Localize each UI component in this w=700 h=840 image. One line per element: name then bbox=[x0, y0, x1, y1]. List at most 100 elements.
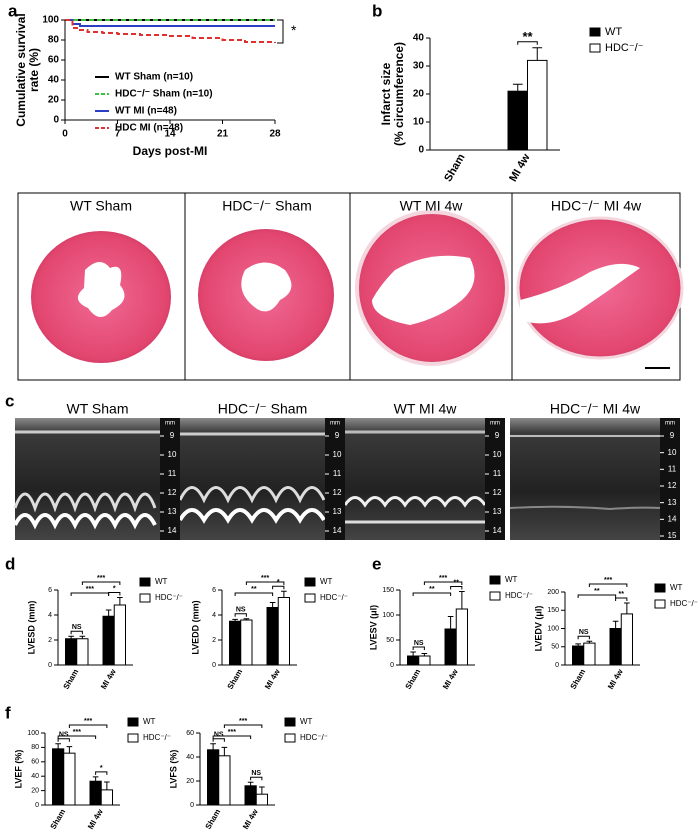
error-bar bbox=[575, 643, 581, 647]
x-tick-label: MI 4w bbox=[606, 667, 625, 691]
error-bar bbox=[532, 47, 543, 61]
significance-bracket bbox=[517, 41, 538, 45]
significance-label: ** bbox=[429, 586, 435, 593]
y-tick-label: 40 bbox=[186, 754, 194, 761]
significance-bracket bbox=[95, 771, 108, 775]
echo-scale-label: 13 bbox=[668, 498, 677, 507]
echo-scale-label: 11 bbox=[493, 469, 502, 478]
echo-scale-label: 11 bbox=[168, 469, 177, 478]
echo-scale-label: 12 bbox=[668, 481, 677, 490]
echo-scale-label: 9 bbox=[170, 431, 175, 440]
survival-line bbox=[65, 19, 276, 43]
histology-title: HDC⁻/⁻ Sham bbox=[222, 198, 311, 214]
legend-swatch bbox=[304, 593, 316, 603]
legend-swatch bbox=[139, 593, 151, 603]
echo-title: WT MI 4w bbox=[394, 401, 458, 417]
significance-label: NS bbox=[251, 770, 261, 777]
significance-label: ** bbox=[594, 588, 600, 595]
legend-swatch bbox=[489, 591, 501, 601]
y-tick-label: 0 bbox=[418, 145, 424, 156]
x-tick-label: Sham bbox=[442, 152, 467, 184]
y-tick-label: 100 bbox=[382, 612, 394, 619]
bar bbox=[407, 655, 420, 666]
bar bbox=[218, 755, 231, 806]
error-bar bbox=[55, 743, 61, 749]
significance-label: *** bbox=[239, 718, 247, 725]
echo-scale-label: 12 bbox=[168, 488, 177, 497]
y-axis-label: Infarct size bbox=[379, 62, 393, 125]
y-axis-label: LVEDV (μl) bbox=[533, 606, 543, 652]
y-tick-label: 80 bbox=[31, 744, 39, 751]
legend-label: WT bbox=[670, 583, 683, 592]
significance-label: NS bbox=[59, 732, 69, 739]
echo-scale-label: 10 bbox=[668, 448, 677, 457]
bar bbox=[113, 604, 126, 666]
legend-swatch bbox=[589, 43, 601, 53]
echo-scale-unit: mm bbox=[165, 421, 175, 427]
y-tick-label: 4 bbox=[48, 612, 52, 619]
significance-bracket bbox=[277, 19, 284, 44]
y-tick-label: 20 bbox=[48, 95, 60, 106]
legend-label: WT bbox=[300, 717, 313, 726]
y-tick-label: 50 bbox=[386, 637, 394, 644]
legend-swatch bbox=[139, 577, 151, 587]
significance-bracket bbox=[70, 630, 83, 635]
error-bar bbox=[259, 786, 265, 795]
echo-scale-label: 13 bbox=[333, 507, 342, 516]
significance-label: *** bbox=[97, 575, 105, 582]
legend-swatch bbox=[654, 599, 666, 609]
error-bar bbox=[512, 83, 523, 92]
error-bar bbox=[210, 743, 216, 750]
error-bar bbox=[104, 781, 110, 790]
significance-bracket bbox=[450, 586, 463, 590]
echo-scale-label: 14 bbox=[168, 526, 177, 535]
significance-bracket bbox=[108, 592, 121, 596]
x-tick-label: MI 4w bbox=[86, 807, 105, 831]
heart-section bbox=[198, 229, 334, 361]
legend-label: HDC⁻/⁻ bbox=[320, 593, 348, 602]
bar bbox=[620, 613, 633, 666]
significance-bracket bbox=[223, 724, 263, 728]
histology-title: HDC⁻/⁻ MI 4w bbox=[551, 198, 642, 214]
significance-label: *** bbox=[439, 575, 447, 582]
y-tick-label: 4 bbox=[212, 612, 216, 619]
echo-title: HDC⁻/⁻ MI 4w bbox=[550, 401, 641, 417]
error-bar bbox=[92, 776, 99, 782]
legend-swatch bbox=[304, 577, 316, 587]
x-tick-label: Sham bbox=[62, 668, 81, 691]
y-axis-label: LVESV (μl) bbox=[368, 605, 378, 650]
error-bar bbox=[117, 597, 123, 605]
bar bbox=[240, 619, 253, 666]
bar bbox=[52, 748, 65, 806]
y-axis-label: LVFS (%) bbox=[168, 750, 178, 789]
echo-scale-label: 14 bbox=[668, 514, 677, 523]
bar bbox=[277, 597, 290, 666]
significance-bracket bbox=[57, 735, 97, 739]
bar bbox=[89, 780, 102, 806]
error-bar bbox=[410, 651, 416, 656]
bar bbox=[207, 749, 220, 806]
significance-bracket bbox=[212, 738, 225, 742]
legend-label: HDC⁻/⁻ Sham (n=10) bbox=[115, 89, 213, 100]
y-tick-label: 60 bbox=[31, 759, 39, 766]
echo-scale-label: 13 bbox=[493, 507, 502, 516]
echo-scale-label: 10 bbox=[493, 450, 502, 459]
echo-scale-label: 13 bbox=[168, 507, 177, 516]
x-tick-label: 0 bbox=[62, 129, 68, 140]
significance-label: NS bbox=[579, 629, 589, 636]
y-axis-label: LVEDD (mm) bbox=[190, 600, 200, 654]
error-bar bbox=[243, 618, 250, 620]
x-tick-label: Sham bbox=[204, 808, 223, 831]
panel-label: a bbox=[8, 1, 18, 20]
echo-scale-label: 9 bbox=[670, 431, 675, 440]
bar bbox=[444, 628, 457, 666]
y-tick-label: 40 bbox=[48, 75, 60, 86]
echo-scale-label: 14 bbox=[493, 526, 502, 535]
legend-label: WT bbox=[320, 577, 333, 586]
legend-label: WT Sham (n=10) bbox=[115, 72, 193, 83]
bar bbox=[527, 59, 548, 151]
error-bar bbox=[421, 653, 428, 656]
significance-bracket bbox=[250, 776, 263, 781]
significance-label: * bbox=[291, 22, 297, 38]
error-bar bbox=[269, 602, 276, 608]
